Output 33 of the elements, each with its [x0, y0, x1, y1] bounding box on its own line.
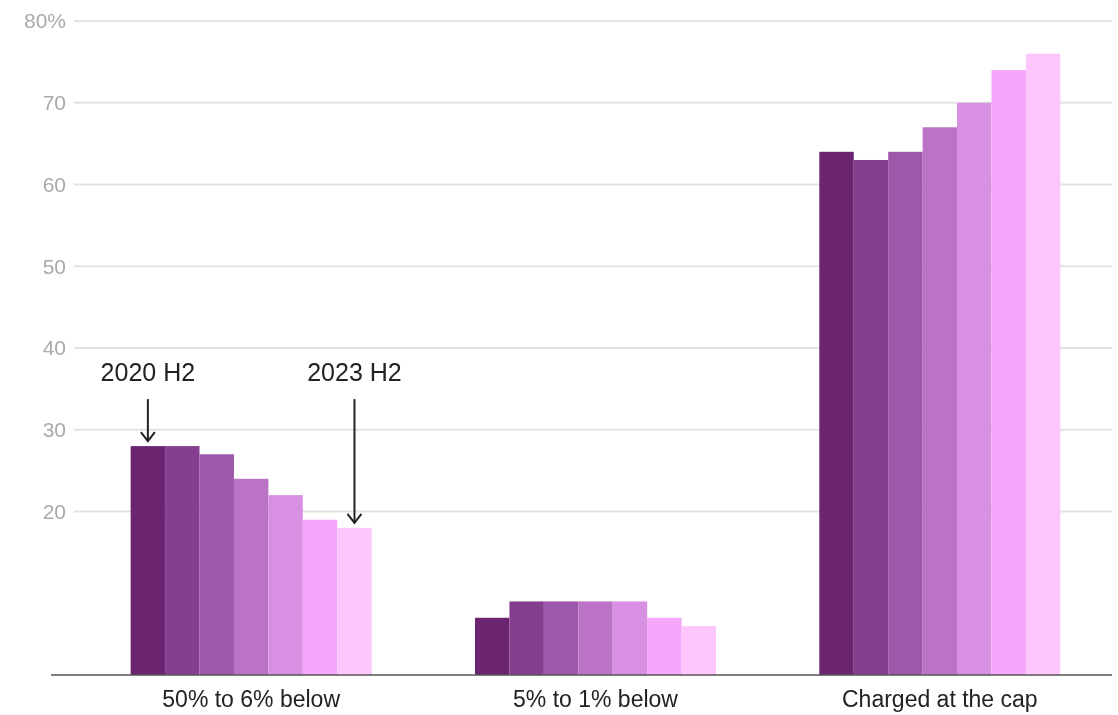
bar — [268, 495, 303, 675]
bar — [922, 127, 958, 675]
bar — [337, 527, 372, 675]
y-tick-label: 80% — [23, 9, 66, 33]
bar — [302, 519, 338, 675]
bar — [130, 446, 166, 675]
bar — [233, 478, 269, 675]
bar — [474, 617, 510, 675]
bar — [647, 617, 682, 675]
bar — [819, 151, 854, 675]
y-tick-label: 30 — [42, 418, 66, 442]
x-tick-label: 5% to 1% below — [513, 686, 679, 712]
bar — [543, 601, 579, 675]
bar — [853, 159, 889, 675]
x-tick-label: 50% to 6% below — [162, 686, 341, 712]
bar — [1025, 53, 1061, 675]
bar — [165, 446, 200, 675]
annotation: 2020 H2 — [100, 358, 196, 387]
bar — [612, 601, 648, 675]
y-tick-label: 60 — [42, 172, 66, 196]
annotation: 2023 H2 — [307, 358, 402, 387]
x-tick-label: Charged at the cap — [842, 686, 1038, 712]
bar — [888, 151, 923, 675]
y-tick-label: 70 — [42, 91, 66, 115]
bar — [199, 454, 234, 675]
bar — [578, 601, 613, 675]
bar — [957, 102, 992, 675]
bar — [681, 625, 717, 675]
bar — [509, 601, 544, 675]
y-tick-label: 40 — [42, 336, 66, 360]
bar — [991, 70, 1026, 675]
y-tick-label: 20 — [42, 499, 66, 523]
y-tick-label: 50 — [42, 254, 66, 278]
